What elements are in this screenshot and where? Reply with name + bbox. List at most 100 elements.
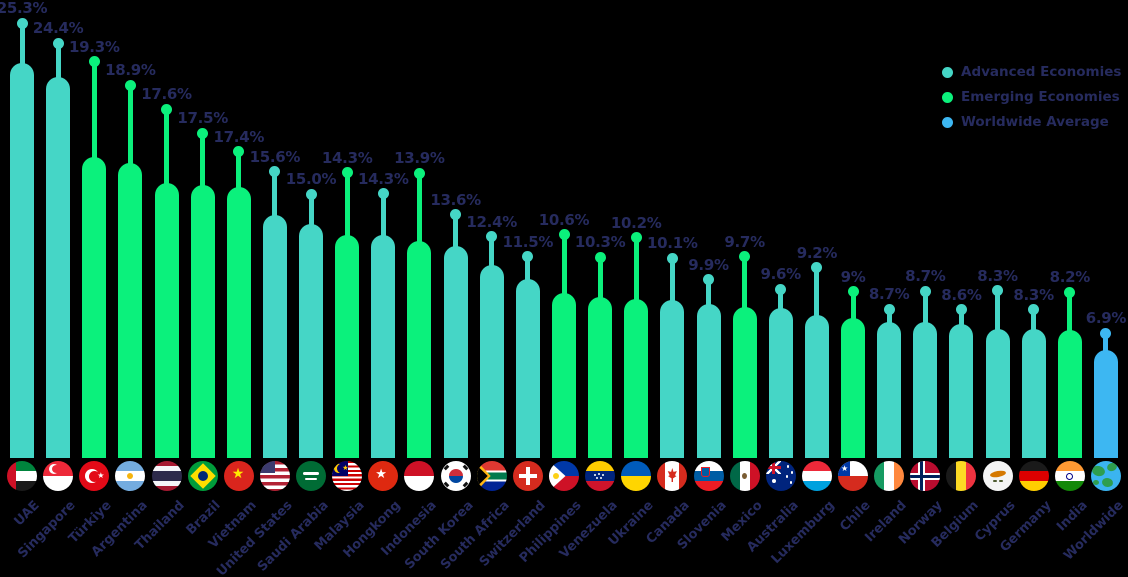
bar-dot xyxy=(1100,327,1112,339)
value-label: 8.7% xyxy=(868,285,910,304)
bar xyxy=(226,186,251,458)
bar xyxy=(841,317,865,458)
bar-stem xyxy=(995,290,1000,343)
bar-stem xyxy=(525,256,531,293)
flag-germany xyxy=(1018,461,1049,491)
bar-dot xyxy=(630,232,642,244)
bar xyxy=(913,322,938,458)
flag-detail xyxy=(303,472,319,475)
bar-stem xyxy=(922,291,928,337)
flag-detail xyxy=(667,468,677,482)
value-label: 9.6% xyxy=(760,265,801,284)
bar-stem xyxy=(164,109,169,198)
bar-dot xyxy=(161,103,172,115)
bar-stem xyxy=(380,193,386,249)
bar-dot xyxy=(775,283,787,295)
flag-detail xyxy=(596,477,599,479)
bar-dot xyxy=(16,17,28,29)
bar-stem xyxy=(308,194,314,238)
flag-detail xyxy=(989,469,1006,479)
flag-venezuela xyxy=(585,461,616,491)
bar-stem xyxy=(489,236,495,279)
bar xyxy=(46,77,71,458)
bar-dot xyxy=(666,252,678,264)
value-label: 15.6% xyxy=(249,147,301,166)
bar-dot xyxy=(305,188,317,200)
bar xyxy=(985,328,1010,458)
flag-united-states xyxy=(259,461,290,491)
flag-philippines xyxy=(549,461,579,491)
flag-detail xyxy=(553,473,559,479)
flag-luxemburg xyxy=(801,461,832,491)
flag-thailand xyxy=(151,461,182,491)
flag-detail xyxy=(838,461,850,476)
bar-dot xyxy=(883,303,895,315)
flag-detail xyxy=(910,474,941,478)
flag-saudi-arabia xyxy=(296,461,326,491)
flag-detail xyxy=(1066,472,1074,480)
bar xyxy=(479,264,504,458)
flag-vietnam: ★ xyxy=(223,461,254,491)
flag-australia xyxy=(765,461,796,491)
flag-belgium xyxy=(946,461,977,491)
legend-label-advanced: Advanced Economies xyxy=(961,64,1122,80)
flag-singapore xyxy=(43,461,74,491)
bar-stem xyxy=(453,214,459,260)
flag-cyprus xyxy=(982,461,1013,491)
flag-detail xyxy=(785,475,789,478)
flag-detail: ★ xyxy=(231,466,245,482)
value-label: 17.5% xyxy=(177,109,228,127)
bar xyxy=(949,323,974,458)
value-label: 8.2% xyxy=(1049,268,1091,287)
flag-detail xyxy=(998,480,1003,482)
bar xyxy=(515,278,540,458)
value-label: 9.9% xyxy=(688,255,729,274)
flag-detail xyxy=(602,474,605,476)
flag-indonesia xyxy=(404,461,435,491)
bar-stem xyxy=(742,256,748,321)
flag-detail xyxy=(462,481,468,488)
flag-uae xyxy=(7,461,37,491)
flag-detail xyxy=(1092,480,1099,485)
flag-hongkong: ★ xyxy=(368,461,399,491)
value-label: 13.6% xyxy=(430,190,481,209)
bar-dot xyxy=(811,262,823,273)
value-label: 10.6% xyxy=(538,210,590,229)
bar-stem xyxy=(1031,309,1037,343)
bar xyxy=(371,234,396,458)
value-label: 8.7% xyxy=(905,267,946,286)
flag-detail: ★ xyxy=(841,464,849,473)
flag-detail xyxy=(771,479,776,483)
legend: Advanced Economies Emerging Economies Wo… xyxy=(942,64,1121,130)
flag-slovenia xyxy=(693,461,724,491)
bar-stem xyxy=(597,257,603,312)
bar-stem xyxy=(561,234,567,307)
legend-dot-advanced-icon xyxy=(942,66,953,78)
flag-malaysia: ★ xyxy=(332,461,363,491)
bar-stem xyxy=(1067,292,1073,345)
bar-dot xyxy=(739,251,751,263)
flag-detail xyxy=(127,473,134,479)
flag-detail xyxy=(52,465,62,473)
bar-stem xyxy=(778,289,784,323)
flag-detail: ★ xyxy=(342,464,349,472)
flag-detail xyxy=(790,471,794,474)
value-label: 6.9% xyxy=(1085,309,1127,328)
bar-stem xyxy=(272,171,278,229)
bar-stem xyxy=(55,43,61,92)
flag-detail xyxy=(443,481,449,488)
value-label: 11.5% xyxy=(502,232,554,251)
legend-dot-emerging-icon xyxy=(942,91,953,103)
flag-turkiye: ★ xyxy=(79,461,110,491)
value-label: 14.3% xyxy=(358,169,409,188)
flag-switzerland xyxy=(512,461,543,491)
bar xyxy=(335,234,360,458)
value-label: 12.4% xyxy=(466,212,517,231)
bar-dot xyxy=(1064,286,1076,298)
bar xyxy=(1021,328,1046,458)
bar xyxy=(1057,330,1082,458)
bar-dot xyxy=(52,37,64,49)
legend-item-emerging: Emerging Economies xyxy=(942,89,1121,105)
flag-detail xyxy=(598,473,601,475)
bar xyxy=(696,303,721,458)
